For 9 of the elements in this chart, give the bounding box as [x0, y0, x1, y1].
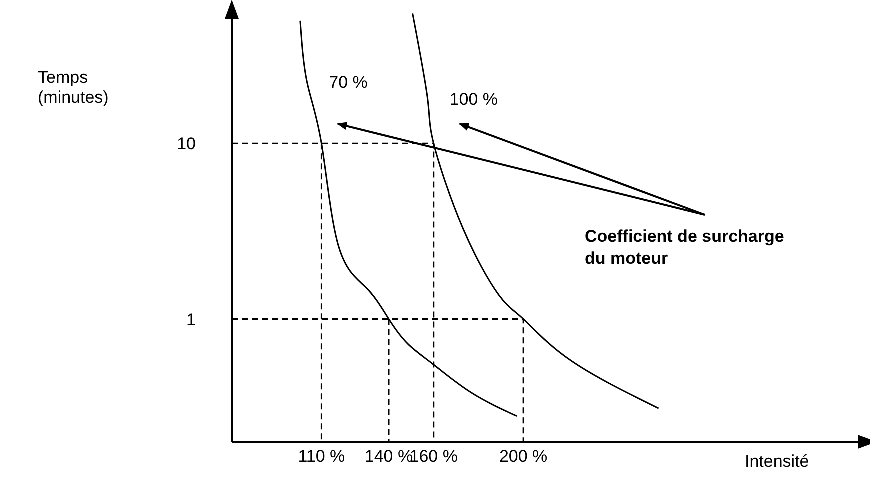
y-tick-label: 1 [186, 310, 196, 330]
annotation: Coefficient de surcharge du moteur [585, 226, 786, 270]
y-axis-title: Temps (minutes) [38, 68, 110, 108]
x-axis-title: Intensité [745, 452, 810, 472]
series-label: 70 % [329, 72, 368, 92]
series-label: 100 % [450, 90, 498, 109]
x-tick-label: 110 % [298, 447, 346, 466]
y-tick-label: 10 [177, 134, 196, 154]
x-tick-label: 200 % [499, 447, 548, 466]
